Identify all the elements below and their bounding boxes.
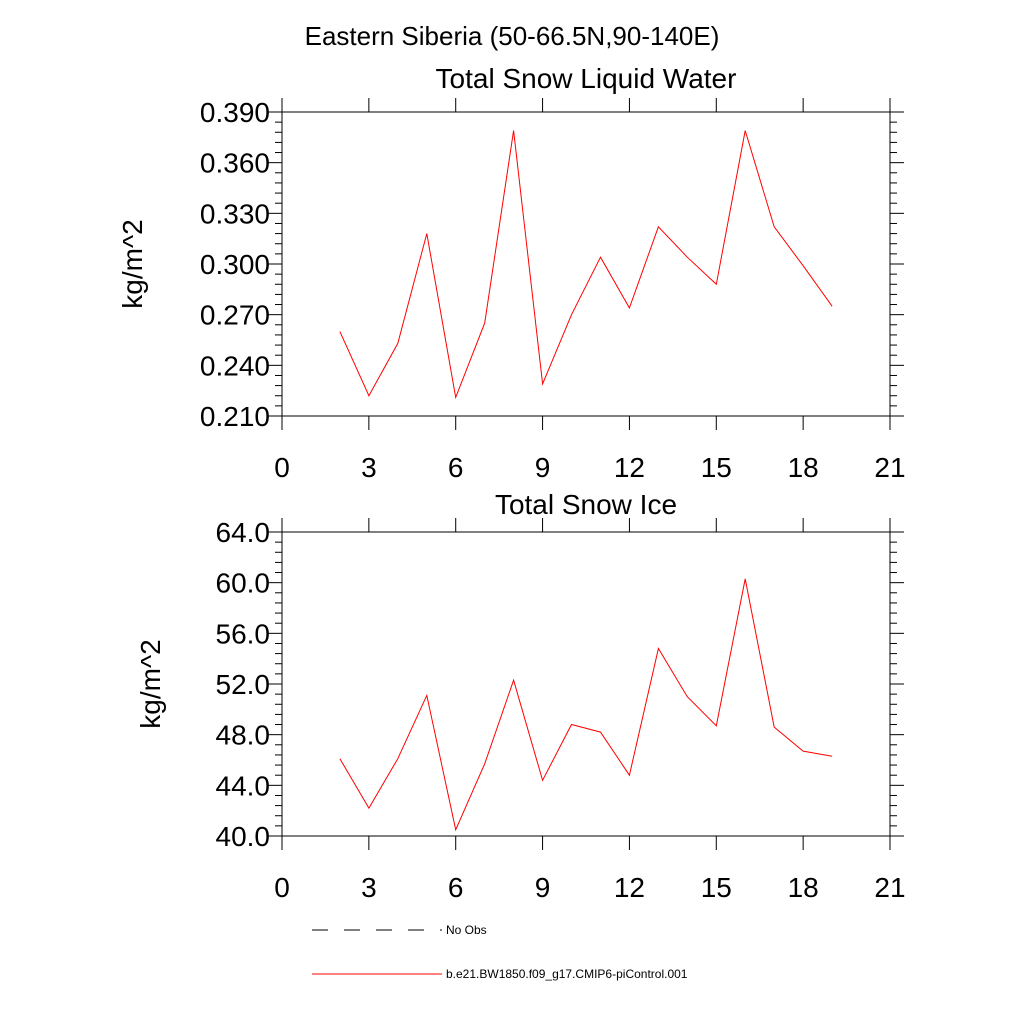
y-tick-label: 64.0 xyxy=(216,517,271,548)
y-tick-label: 0.240 xyxy=(200,350,270,381)
y-tick-label: 44.0 xyxy=(216,770,271,801)
x-tick-label: 15 xyxy=(701,452,732,483)
y-tick-label: 0.330 xyxy=(200,198,270,229)
y-tick-label: 56.0 xyxy=(216,618,271,649)
y-axis-label: kg/m^2 xyxy=(117,219,148,308)
x-tick-label: 0 xyxy=(274,872,290,903)
x-tick-label: 18 xyxy=(788,872,819,903)
chart-snow-liquid-water: Total Snow Liquid Water kg/m^2 0 3 6 9 12 15 18 2… xyxy=(117,63,906,483)
legend-label-no-obs: No Obs xyxy=(446,923,487,937)
legend: No Obs b.e21.BW1850.f09_g17.CMIP6-piCont… xyxy=(312,923,688,981)
figure-title: Eastern Siberia (50-66.5N,90-140E) xyxy=(305,21,720,51)
y-tick-label: 0.210 xyxy=(200,401,270,432)
plot-frame xyxy=(281,531,891,837)
plot-frame xyxy=(281,111,891,417)
y-tick-label: 0.270 xyxy=(200,300,270,331)
y-tick-label: 40.0 xyxy=(216,821,271,852)
x-tick-label: 9 xyxy=(535,452,551,483)
legend-label-model: b.e21.BW1850.f09_g17.CMIP6-piControl.001 xyxy=(446,967,688,981)
x-tick-label: 6 xyxy=(448,452,464,483)
x-tick-label: 18 xyxy=(788,452,819,483)
x-tick-label: 15 xyxy=(701,872,732,903)
y-tick-label: 0.300 xyxy=(200,249,270,280)
legend-entry-no-obs: No Obs xyxy=(312,923,487,937)
legend-entry-model: b.e21.BW1850.f09_g17.CMIP6-piControl.001 xyxy=(312,967,688,981)
x-tick-label: 21 xyxy=(874,452,905,483)
y-tick-label: 52.0 xyxy=(216,669,271,700)
series-line-ice xyxy=(339,578,833,832)
chart-title: Total Snow Liquid Water xyxy=(436,63,737,94)
x-tick-label: 9 xyxy=(535,872,551,903)
y-tick-label: 48.0 xyxy=(216,720,271,751)
y-tick-label: 0.360 xyxy=(200,148,270,179)
x-tick-label: 0 xyxy=(274,452,290,483)
chart-title: Total Snow Ice xyxy=(495,489,677,520)
y-tick-label: 0.390 xyxy=(200,97,270,128)
y-tick-label: 60.0 xyxy=(216,568,271,599)
x-tick-label: 12 xyxy=(614,452,645,483)
x-tick-label: 12 xyxy=(614,872,645,903)
y-axis-label: kg/m^2 xyxy=(135,639,166,728)
series-line-liquid xyxy=(339,130,833,400)
chart-snow-ice: Total Snow Ice kg/m^2 0 3 6 9 12 15 18 21 40.0 44.0… xyxy=(135,489,906,903)
x-tick-label: 3 xyxy=(361,872,377,903)
x-tick-label: 3 xyxy=(361,452,377,483)
x-tick-label: 6 xyxy=(448,872,464,903)
x-tick-label: 21 xyxy=(874,872,905,903)
